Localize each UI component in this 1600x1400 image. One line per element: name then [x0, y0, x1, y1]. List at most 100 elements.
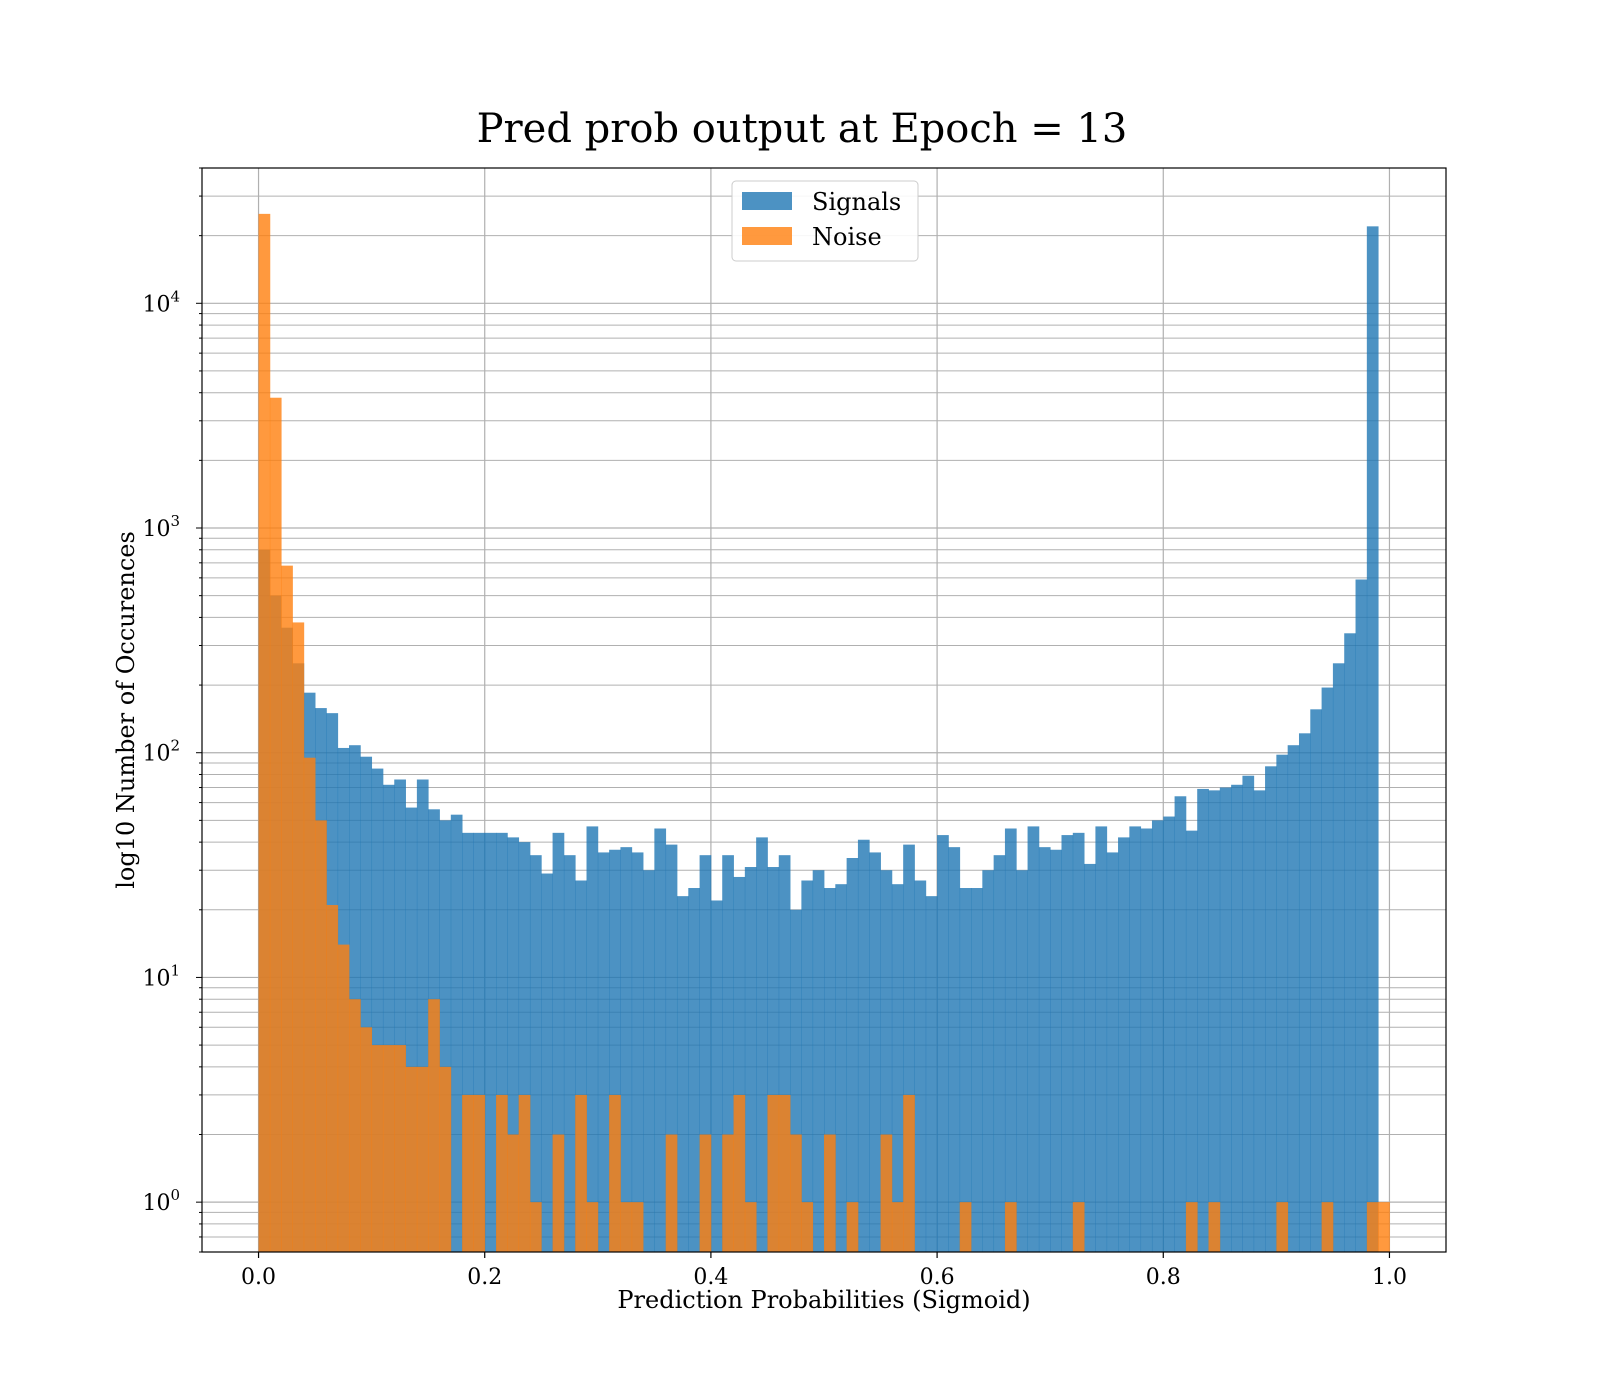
bar-signals — [1072, 832, 1085, 1252]
bar-noise — [439, 1066, 452, 1252]
bar-noise — [1185, 1202, 1198, 1252]
bar-noise — [473, 1094, 486, 1252]
bar-noise — [337, 944, 350, 1252]
bar-noise — [665, 1134, 678, 1252]
bar-signals — [733, 876, 746, 1252]
bar-signals — [1332, 663, 1345, 1252]
bar-noise — [371, 1045, 384, 1252]
bar-signals — [1050, 849, 1062, 1252]
bar-signals — [1163, 816, 1175, 1252]
bar-signals — [1140, 828, 1153, 1252]
bar-noise — [801, 1202, 814, 1252]
bar-signals — [1276, 754, 1289, 1252]
bar-signals — [665, 844, 678, 1252]
legend-label-noise: Noise — [812, 223, 882, 251]
x-tick-label: 1.0 — [1372, 1265, 1407, 1290]
bar-signals — [1004, 828, 1017, 1252]
bar-signals — [1016, 870, 1028, 1252]
bar-noise — [722, 1134, 734, 1252]
x-tick-label: 0.8 — [1146, 1265, 1181, 1290]
x-tick-label: 0.2 — [467, 1265, 502, 1290]
bar-signals — [1242, 775, 1255, 1252]
bar-signals — [1310, 709, 1322, 1252]
bar-noise — [744, 1202, 757, 1252]
bar-noise — [405, 1066, 418, 1252]
bar-noise — [552, 1134, 565, 1252]
bar-noise — [824, 1134, 836, 1252]
bar-signals — [925, 896, 938, 1252]
bar-noise — [959, 1202, 972, 1252]
bar-noise — [269, 397, 282, 1252]
bar-signals — [824, 888, 836, 1252]
plot-frame — [201, 167, 1447, 1253]
bar-noise — [891, 1202, 904, 1252]
bar-signals — [959, 888, 972, 1252]
bar-noise — [315, 820, 327, 1252]
legend-label-signals: Signals — [812, 188, 901, 216]
bar-noise — [281, 565, 293, 1252]
bar-signals — [382, 784, 395, 1252]
bar-signals — [1355, 579, 1368, 1252]
bar-signals — [484, 832, 497, 1252]
bar-signals — [722, 855, 734, 1252]
bar-noise — [394, 1045, 406, 1252]
bar-signals — [1265, 766, 1277, 1252]
bar-signals — [1095, 826, 1108, 1252]
bar-signals — [1197, 788, 1209, 1252]
y-tick-label: 101 — [142, 961, 180, 991]
bar-signals — [676, 896, 689, 1252]
bar-noise — [416, 1066, 429, 1252]
bar-signals — [993, 855, 1006, 1252]
bar-signals — [597, 852, 610, 1252]
x-tick-label: 0.4 — [693, 1265, 728, 1290]
bar-signals — [349, 745, 361, 1252]
x-tick-label: 0.6 — [920, 1265, 955, 1290]
bar-noise — [846, 1202, 859, 1252]
bar-noise — [1072, 1202, 1085, 1252]
bar-noise — [349, 999, 361, 1252]
bar-noise — [1321, 1202, 1334, 1252]
bar-signals — [1151, 820, 1164, 1252]
bar-noise — [258, 213, 271, 1252]
bar-signals — [857, 839, 870, 1252]
bar-signals — [416, 779, 429, 1252]
bar-noise — [529, 1202, 542, 1252]
bar-noise — [699, 1134, 712, 1252]
bar-noise — [462, 1094, 474, 1252]
chart-title: Pred prob output at Epoch = 13 — [477, 106, 1128, 152]
bar-noise — [382, 1045, 395, 1252]
bar-signals — [631, 852, 644, 1252]
y-tick-label: 100 — [142, 1186, 180, 1216]
bar-noise — [1208, 1202, 1221, 1252]
bar-signals — [869, 852, 881, 1252]
bar-signals — [744, 867, 757, 1252]
bar-signals — [541, 873, 553, 1252]
bar-signals — [1253, 790, 1266, 1252]
bar-noise — [303, 757, 316, 1252]
bar-signals — [1366, 226, 1379, 1253]
noise-bars — [258, 213, 1390, 1252]
bar-signals — [1027, 826, 1040, 1252]
y-axis-label: log10 Number of Occurences — [112, 531, 140, 889]
bar-noise — [1276, 1202, 1289, 1252]
bar-noise — [518, 1094, 531, 1252]
bar-signals — [1298, 733, 1311, 1252]
bar-noise — [1378, 1202, 1390, 1252]
y-axis-ticks: 100 101 102 103 104 — [142, 167, 202, 1253]
bar-signals — [1106, 852, 1119, 1252]
bar-signals — [529, 855, 542, 1252]
bar-noise — [586, 1202, 599, 1252]
bar-signals — [371, 768, 384, 1252]
bar-noise — [575, 1094, 587, 1252]
bar-noise — [428, 999, 440, 1252]
bar-signals — [643, 870, 655, 1252]
bar-signals — [360, 756, 373, 1252]
x-axis-label: Prediction Probabilities (Sigmoid) — [617, 1286, 1030, 1314]
bar-noise — [880, 1134, 893, 1252]
bar-noise — [631, 1202, 644, 1252]
bar-signals — [1185, 830, 1198, 1252]
bar-signals — [609, 849, 621, 1252]
bar-noise — [733, 1094, 746, 1252]
bar-signals — [971, 888, 983, 1252]
